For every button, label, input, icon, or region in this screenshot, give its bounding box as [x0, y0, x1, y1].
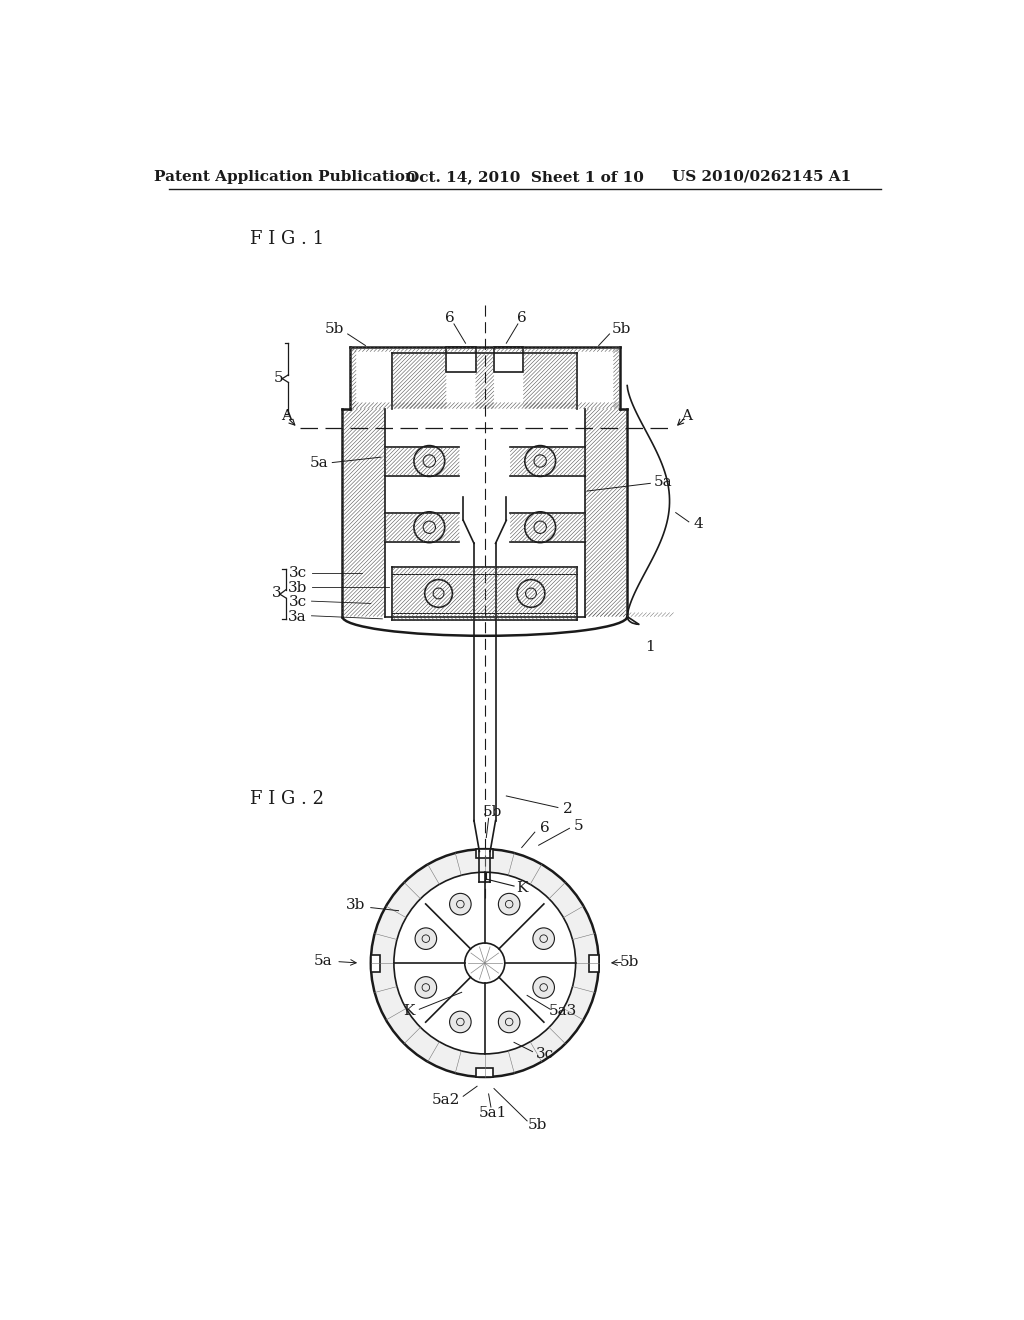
Text: K: K [516, 882, 527, 895]
Text: 3b: 3b [288, 581, 307, 595]
Text: 5a: 5a [654, 475, 673, 488]
Text: 6: 6 [540, 821, 550, 836]
Text: 5a: 5a [313, 954, 333, 968]
Circle shape [371, 849, 599, 1077]
Text: 5a2: 5a2 [432, 1093, 461, 1107]
Circle shape [450, 894, 471, 915]
Text: A: A [681, 409, 692, 424]
Text: 4: 4 [694, 517, 703, 531]
Circle shape [415, 977, 436, 998]
Text: Patent Application Publication: Patent Application Publication [154, 170, 416, 183]
Text: A: A [281, 409, 292, 424]
Bar [476, 1068, 494, 1077]
Text: 3: 3 [272, 586, 282, 601]
Text: 3c: 3c [289, 566, 307, 579]
Circle shape [532, 977, 554, 998]
Bar [494, 347, 523, 372]
Text: 3c: 3c [289, 595, 307, 609]
Text: 5a1: 5a1 [478, 1106, 507, 1121]
Circle shape [499, 1011, 520, 1032]
Text: 5: 5 [573, 818, 584, 833]
Text: 3a: 3a [289, 610, 307, 623]
Text: 5: 5 [273, 371, 284, 385]
Circle shape [450, 1011, 471, 1032]
Text: 2: 2 [563, 803, 572, 816]
Text: 5b: 5b [620, 954, 639, 969]
Circle shape [415, 928, 436, 949]
Text: 5b: 5b [482, 805, 502, 820]
Text: 5b: 5b [612, 322, 632, 337]
Text: 3c: 3c [536, 1047, 554, 1061]
Text: 5a3: 5a3 [549, 1003, 578, 1018]
Text: Oct. 14, 2010  Sheet 1 of 10: Oct. 14, 2010 Sheet 1 of 10 [406, 170, 644, 183]
Circle shape [394, 873, 575, 1053]
Bar [371, 954, 380, 972]
Text: F I G . 1: F I G . 1 [250, 230, 324, 248]
Bar [590, 954, 599, 972]
Text: 3b: 3b [346, 899, 366, 912]
Text: F I G . 2: F I G . 2 [250, 791, 324, 808]
Text: 1: 1 [645, 640, 655, 655]
Text: 5b: 5b [325, 322, 344, 337]
Circle shape [499, 894, 520, 915]
Text: US 2010/0262145 A1: US 2010/0262145 A1 [673, 170, 852, 183]
Text: 5b: 5b [527, 1118, 547, 1131]
Circle shape [465, 942, 505, 983]
Bar [476, 849, 494, 858]
Text: 6: 6 [445, 310, 455, 325]
Bar [446, 347, 475, 372]
Circle shape [532, 928, 554, 949]
Text: 6: 6 [517, 310, 526, 325]
Text: K: K [403, 1003, 415, 1018]
Text: 5a: 5a [310, 455, 329, 470]
